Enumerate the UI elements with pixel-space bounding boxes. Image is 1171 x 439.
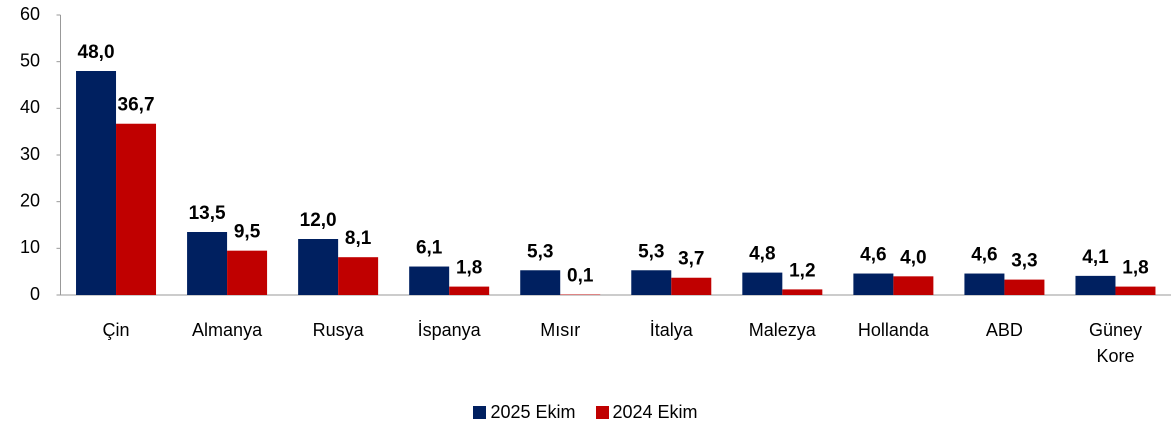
y-tick-label: 0 xyxy=(30,284,40,304)
bar xyxy=(1115,286,1156,295)
data-label: 48,0 xyxy=(78,42,115,63)
y-tick-label: 40 xyxy=(20,97,40,117)
data-label: 36,7 xyxy=(118,95,155,116)
data-label: 6,1 xyxy=(416,238,443,259)
x-tick-label: Hollanda xyxy=(857,320,929,340)
x-tick-label: Rusya xyxy=(312,320,364,340)
legend-swatch xyxy=(473,406,487,419)
bar xyxy=(76,71,117,295)
legend: 2025 Ekim 2024 Ekim xyxy=(0,402,1171,423)
x-tick-label: Çin xyxy=(102,320,130,340)
x-tick-label: ABD xyxy=(985,320,1023,340)
bar xyxy=(298,239,339,295)
data-label: 5,3 xyxy=(638,241,664,262)
bar xyxy=(893,276,934,295)
data-label: 1,2 xyxy=(789,260,815,281)
data-label: 0,1 xyxy=(567,266,594,287)
bar xyxy=(1004,279,1045,295)
data-label: 8,1 xyxy=(345,228,372,249)
legend-item: 2025 Ekim xyxy=(473,402,576,423)
x-tick-label: İspanya xyxy=(417,320,481,340)
bar xyxy=(187,232,228,295)
y-tick-label: 50 xyxy=(20,50,40,70)
bar xyxy=(853,273,894,295)
bar xyxy=(409,266,450,295)
bar xyxy=(631,270,672,295)
data-label: 4,8 xyxy=(749,244,775,265)
data-label: 13,5 xyxy=(189,203,226,224)
bar xyxy=(227,250,268,295)
data-label: 4,1 xyxy=(1082,247,1109,268)
data-label: 5,3 xyxy=(527,241,553,262)
legend-label: 2024 Ekim xyxy=(612,402,698,422)
bar xyxy=(671,277,712,295)
bar xyxy=(782,289,823,295)
data-label: 1,8 xyxy=(456,258,482,279)
data-label: 4,0 xyxy=(900,247,926,268)
bar xyxy=(742,272,783,295)
x-tick-label: Güney Kore xyxy=(1088,320,1142,366)
bar xyxy=(964,273,1005,295)
y-tick-label: 20 xyxy=(20,190,40,210)
legend-item: 2024 Ekim xyxy=(595,402,698,423)
bar xyxy=(449,286,490,295)
x-tick-label: Almanya xyxy=(192,320,263,340)
x-tick-label: Malezya xyxy=(748,320,816,340)
data-label: 9,5 xyxy=(234,222,261,243)
data-label: 1,8 xyxy=(1122,258,1148,279)
bar xyxy=(338,257,379,295)
data-label: 4,6 xyxy=(971,245,997,266)
x-tick-label: İtalya xyxy=(649,320,693,340)
legend-label: 2025 Ekim xyxy=(490,402,576,422)
data-label: 3,7 xyxy=(678,249,704,270)
bar xyxy=(116,123,157,295)
y-tick-label: 60 xyxy=(20,4,40,24)
x-tick-label: Mısır xyxy=(540,320,581,340)
data-label: 3,3 xyxy=(1011,251,1037,272)
y-tick-label: 10 xyxy=(20,237,40,257)
data-label: 12,0 xyxy=(300,210,337,231)
data-label: 4,6 xyxy=(860,245,886,266)
legend-swatch xyxy=(595,406,609,419)
y-tick-label: 30 xyxy=(20,144,40,164)
bar xyxy=(1075,275,1116,295)
bar xyxy=(520,270,561,295)
